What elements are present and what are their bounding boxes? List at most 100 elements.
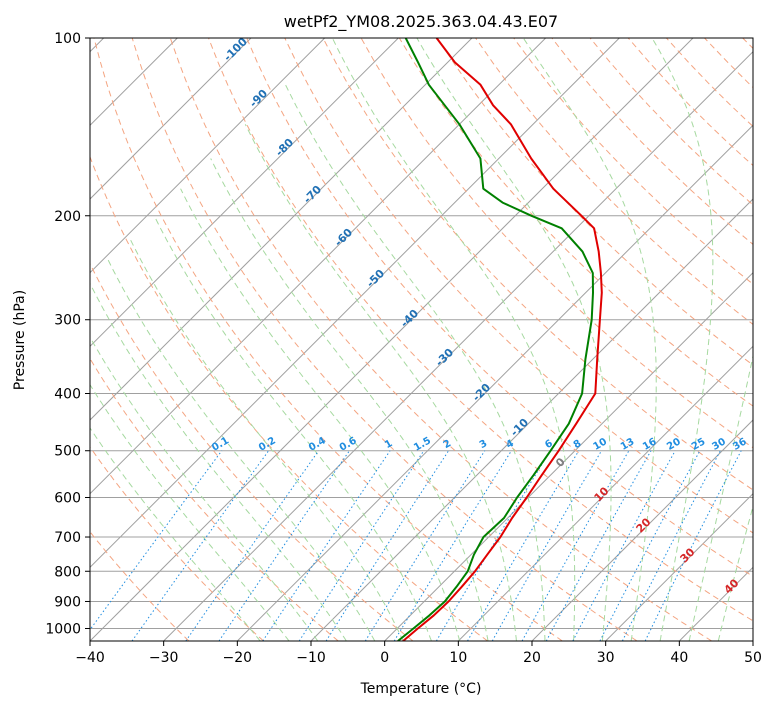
moist-adiabat	[106, 256, 376, 641]
isotherm-line	[90, 38, 473, 421]
dry-adiabat	[704, 38, 753, 89]
dry-adiabat-label: -70	[301, 183, 324, 206]
mixing-ratio-line	[185, 450, 320, 641]
dry-adiabat-label: -50	[364, 267, 387, 290]
dry-adiabat	[208, 38, 753, 622]
dry-adiabat-label: -30	[433, 346, 456, 369]
y-tick-label: 200	[54, 209, 81, 225]
dry-adiabat-label: -40	[398, 307, 421, 330]
isotherm-line	[90, 38, 694, 641]
moist-adiabat	[522, 38, 657, 641]
dry-adiabat	[93, 38, 563, 641]
moist-adiabat-label: 0	[553, 455, 568, 470]
dry-adiabat	[475, 38, 753, 325]
x-axis-ticks: −40 −30 −20 −10 0 10 20 30 40 50	[75, 641, 762, 666]
isotherm-line	[90, 38, 547, 495]
isotherm-line	[90, 38, 252, 200]
y-tick-label: 400	[54, 387, 81, 403]
mixing-ratio-line	[90, 450, 223, 631]
isotherm-line	[531, 419, 753, 641]
mixing-ratio-line	[364, 450, 486, 641]
mixing-ratio-label: 1	[383, 438, 395, 451]
moist-adiabat	[651, 38, 714, 641]
x-tick-label: 10	[449, 650, 467, 666]
x-tick-label: 50	[744, 650, 762, 666]
mixing-ratio-line	[644, 450, 742, 641]
isotherm-line	[678, 566, 753, 641]
isobar-gridlines	[90, 38, 753, 629]
moist-adiabat	[130, 239, 404, 641]
mixing-ratio-line	[131, 450, 270, 641]
y-axis-label: Pressure (hPa)	[12, 290, 28, 390]
x-tick-label: 40	[670, 650, 688, 666]
dry-adiabat	[246, 38, 753, 578]
mixing-ratio-line	[298, 450, 425, 641]
y-tick-label: 1000	[45, 621, 81, 637]
dry-adiabat	[90, 262, 414, 641]
mixing-ratio-line	[262, 450, 391, 641]
plot-area: 0.1 0.2 0.4 0.6 1 1.5 2 3 4 6 8 10 13 16 20 25 30 36-100-…	[90, 38, 753, 641]
mixing-ratio-label: 8	[572, 438, 584, 451]
dry-adiabat	[322, 38, 753, 491]
moist-adiabat	[90, 383, 290, 641]
moist-adiabat	[688, 353, 753, 641]
plot-frame	[89, 37, 754, 642]
isotherm-line	[90, 38, 620, 569]
isotherm-line	[384, 271, 753, 641]
mixing-ratio-line	[545, 450, 652, 641]
dewpoint-profile	[397, 38, 594, 641]
isotherm-line	[236, 124, 753, 641]
dry-adiabat	[90, 446, 264, 641]
y-tick-label: 100	[54, 31, 81, 47]
mixing-ratio-line	[393, 450, 512, 641]
sounding-series	[397, 38, 603, 641]
isotherm-line	[90, 38, 326, 274]
dry-adiabat-label: -60	[332, 226, 355, 249]
mixing-ratio-lines	[90, 450, 742, 641]
y-tick-label: 300	[54, 313, 81, 329]
moist-adiabat	[717, 504, 753, 641]
y-tick-label: 800	[54, 564, 81, 580]
moist-adiabat	[90, 427, 261, 641]
x-tick-label: −30	[149, 650, 179, 666]
dry-adiabat	[436, 38, 753, 366]
mixing-ratio-label: 4	[504, 438, 516, 451]
chart-title: wetPf2_YM08.2025.363.04.43.E07	[284, 12, 558, 32]
dry-adiabat	[742, 38, 753, 50]
moist-adiabat	[285, 84, 546, 641]
mixing-ratio-label: 2	[442, 438, 454, 451]
y-tick-label: 500	[54, 444, 81, 460]
moist-adiabat	[180, 188, 461, 641]
mixing-ratio-line	[491, 450, 602, 641]
x-tick-label: −10	[296, 650, 326, 666]
dry-adiabat	[131, 38, 638, 641]
mixing-ratio-label: 3	[478, 438, 490, 451]
x-tick-label: 20	[523, 650, 541, 666]
x-tick-label: −20	[223, 650, 253, 666]
mixing-ratio-line	[572, 450, 676, 641]
x-tick-label: 30	[597, 650, 615, 666]
y-tick-label: 700	[54, 530, 81, 546]
dry-adiabat	[90, 357, 339, 641]
moist-adiabat-label: 40	[722, 576, 742, 596]
mixing-ratio-line	[218, 450, 350, 641]
y-tick-label: 900	[54, 594, 81, 610]
moist-adiabat	[90, 282, 347, 641]
moist-adiabat	[416, 38, 612, 641]
moist-adiabat	[331, 38, 576, 641]
isotherm-line	[605, 492, 753, 641]
mixing-ratio-line	[521, 450, 630, 641]
dry-adiabat	[90, 155, 488, 641]
mixing-ratio-label: 6	[543, 438, 555, 451]
dry-adiabat-lines	[90, 38, 753, 641]
isotherm-line	[457, 345, 753, 641]
x-tick-label: 0	[380, 650, 389, 666]
isotherm-line	[90, 38, 399, 348]
mixing-ratio-line	[599, 450, 701, 641]
isotherm-line	[310, 198, 753, 641]
y-tick-label: 600	[54, 490, 81, 506]
moist-adiabat	[244, 124, 517, 641]
mixing-ratio-line	[325, 450, 450, 641]
temperature-profile	[402, 38, 603, 641]
